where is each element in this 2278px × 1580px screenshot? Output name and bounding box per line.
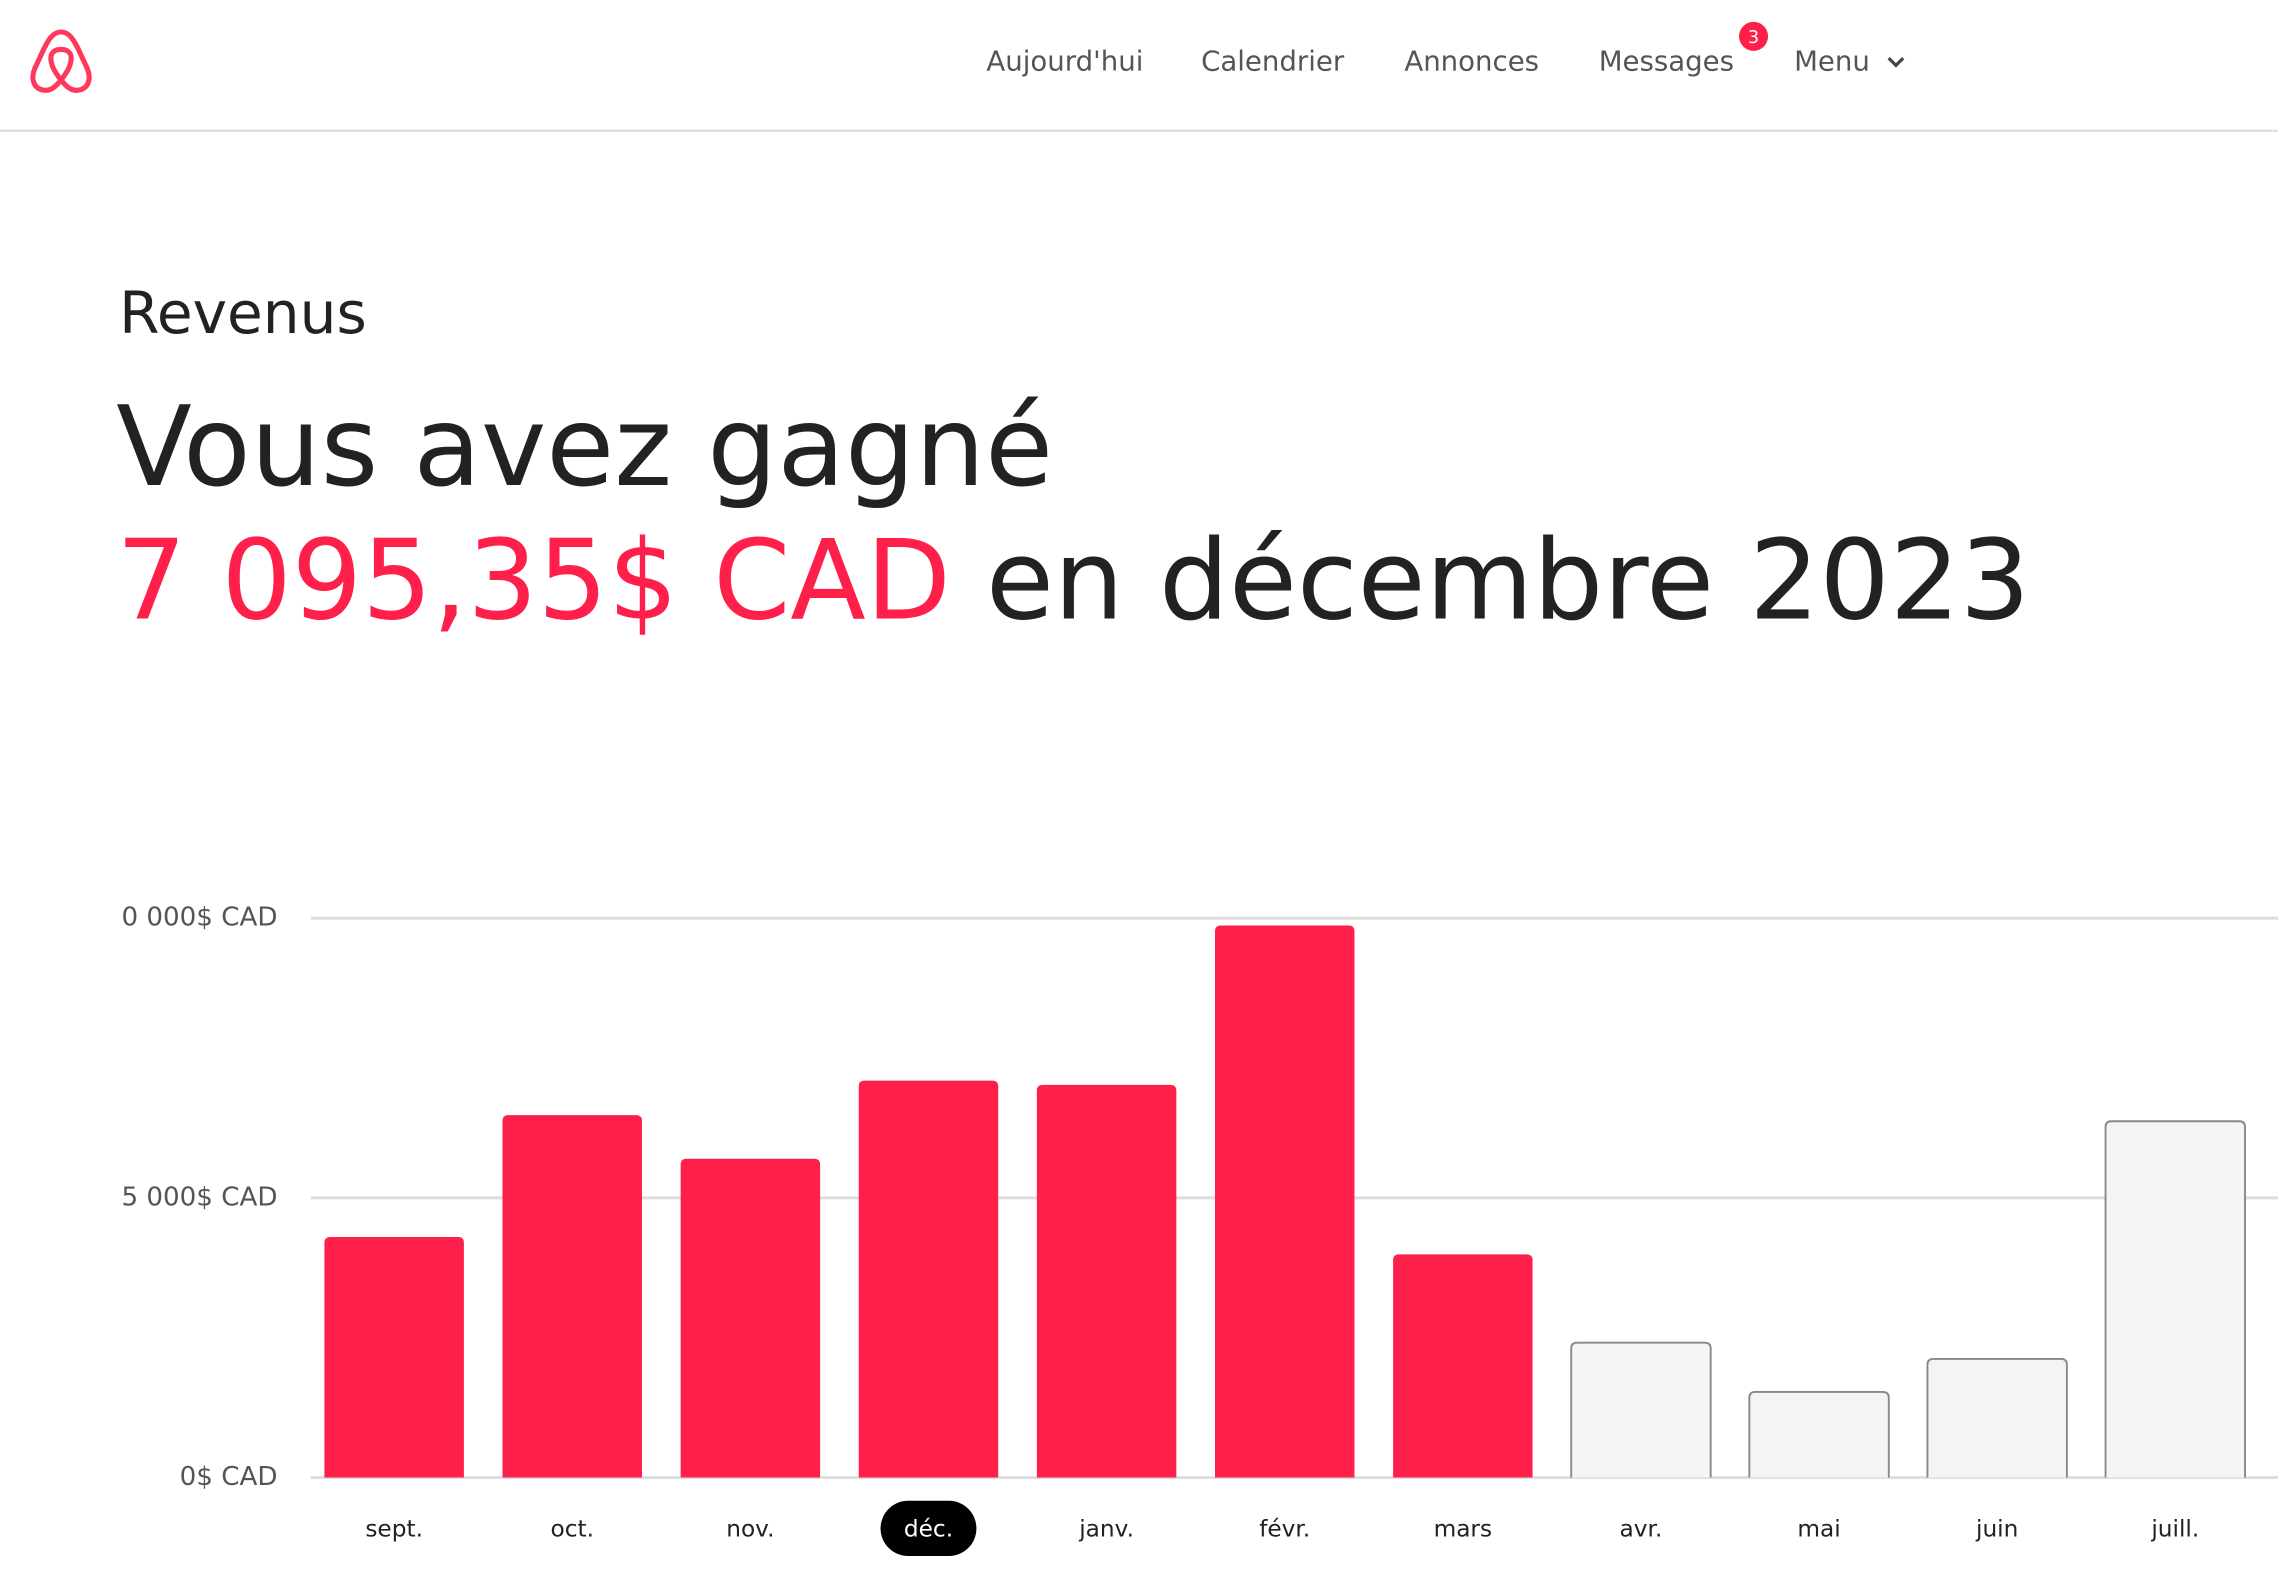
logo-mark (30, 29, 92, 93)
x-tick-label[interactable]: avr. (1620, 1515, 1663, 1542)
y-tick-label: 0$ CAD (180, 1462, 278, 1492)
nav-item[interactable]: Aujourd'hui (986, 45, 1143, 78)
bar[interactable] (1926, 1358, 2068, 1478)
nav-item[interactable]: Annonces (1404, 45, 1539, 78)
x-tick-label[interactable]: févr. (1259, 1515, 1310, 1542)
x-tick-label[interactable]: juill. (2150, 1515, 2199, 1542)
y-tick-label: 5 000$ CAD (121, 1182, 277, 1212)
x-tick-label[interactable]: déc. (904, 1515, 953, 1542)
headline-2: 7 095,35$ CAD en décembre 2023 (116, 518, 2030, 646)
nav-item[interactable]: Messages (1599, 45, 1734, 78)
period: en décembre 2023 (986, 518, 2030, 646)
amount: 7 095,35$ CAD (116, 518, 951, 646)
selected-pill (880, 1500, 977, 1556)
bar[interactable] (1036, 1084, 1177, 1478)
bar[interactable] (1393, 1254, 1533, 1478)
badge-count: 3 (1748, 28, 1759, 48)
x-tick-label[interactable]: mars (1434, 1515, 1493, 1542)
chart: 0$ CAD 5 000$ CAD 0 000$ CAD sept. oct. nov. d… (121, 903, 2278, 1556)
bar[interactable] (858, 1080, 999, 1478)
x-tick-label[interactable]: juin (1975, 1515, 2018, 1542)
x-tick-label[interactable]: sept. (365, 1515, 423, 1542)
bar[interactable] (1748, 1391, 1890, 1478)
bar[interactable] (680, 1158, 821, 1478)
x-tick-label[interactable]: janv. (1078, 1515, 1134, 1542)
x-tick-label[interactable]: mai (1797, 1515, 1840, 1542)
nav-item[interactable]: Calendrier (1201, 45, 1345, 78)
section-title: Revenus (119, 279, 367, 347)
x-tick-label[interactable]: nov. (726, 1515, 774, 1542)
badge (1739, 21, 1769, 51)
menu-chevron[interactable] (1887, 57, 1905, 68)
bar[interactable] (502, 1115, 642, 1478)
nav-item[interactable]: Menu (1794, 45, 1870, 78)
bar[interactable] (2104, 1120, 2246, 1478)
nav: Aujourd'hui Calendrier Annonces Messages Men… (986, 21, 1905, 78)
headline: Vous avez gagné (116, 384, 1053, 512)
bar[interactable] (1570, 1341, 1712, 1478)
x-tick-label[interactable]: oct. (551, 1515, 595, 1542)
bar[interactable] (1214, 925, 1355, 1478)
bar[interactable] (324, 1237, 464, 1478)
logo[interactable] (30, 29, 92, 93)
y-tick-label: 0 000$ CAD (121, 903, 277, 933)
